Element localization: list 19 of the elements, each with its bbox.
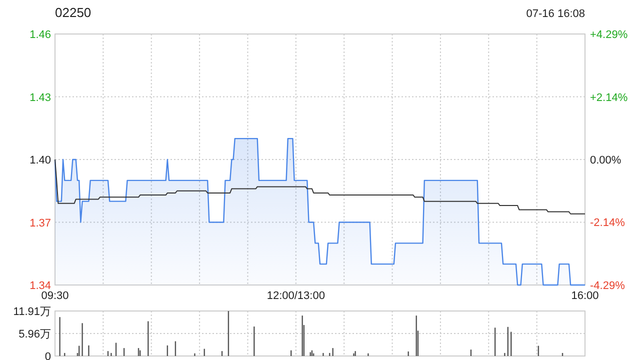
y-tick-label: 1.34 (30, 280, 51, 292)
y-tick-label: 1.40 (30, 154, 51, 166)
y-tick-label: 11.91万 (13, 306, 51, 318)
x-tick-label: 12:00/13:00 (266, 290, 325, 302)
y-tick-label: 0 (44, 351, 51, 360)
chart-subtitle: 07-16 16:08 (526, 8, 585, 20)
y-tick-label: 5.96万 (18, 328, 51, 340)
line-series (54, 159, 586, 214)
x-tick-label: 16:00 (571, 290, 599, 302)
y2-tick-label: -4.29% (590, 280, 626, 292)
y2-tick-label: -2.14% (590, 217, 626, 230)
y2-tick-label: +4.29% (590, 29, 628, 41)
y2-tick-label: +2.14% (590, 92, 628, 104)
y-tick-label: 1.46 (30, 29, 51, 41)
x-tick-label: 09:30 (41, 290, 69, 302)
y-tick-label: 1.43 (30, 92, 51, 104)
y-tick-label: 1.37 (30, 217, 51, 230)
y2-tick-label: 0.00% (590, 154, 622, 166)
chart-title: 02250 (55, 5, 92, 20)
